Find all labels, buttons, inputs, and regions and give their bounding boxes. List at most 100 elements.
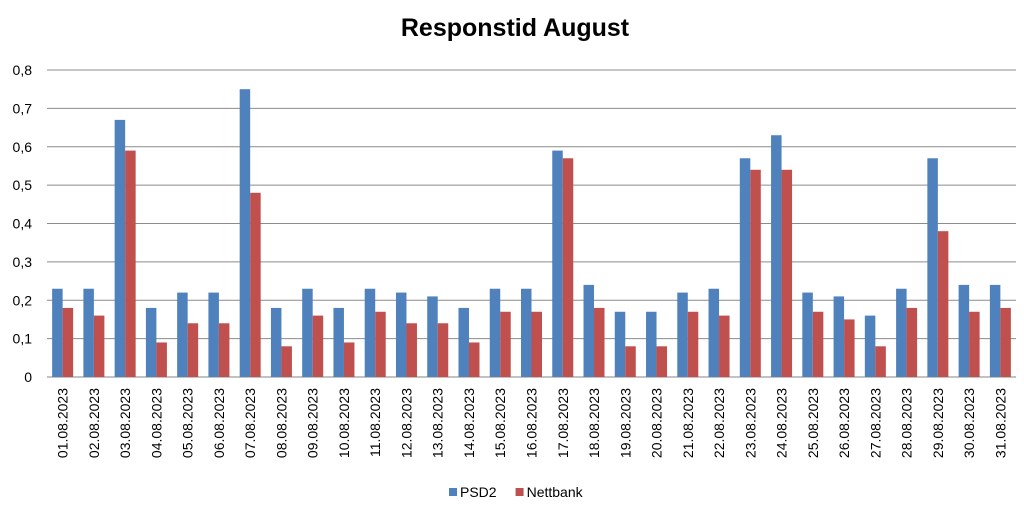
bar-psd2 <box>896 288 907 377</box>
bar-psd2 <box>489 288 501 377</box>
x-tick-label: 08.08.2023 <box>273 388 289 458</box>
bar-psd2 <box>771 135 782 377</box>
x-tick-label: 19.08.2023 <box>617 388 633 458</box>
bar-nettbank <box>406 323 417 377</box>
x-tick-label: 29.08.2023 <box>930 388 946 458</box>
x-tick-label: 28.08.2023 <box>899 388 915 458</box>
bar-psd2 <box>646 311 657 377</box>
x-tick-label: 18.08.2023 <box>586 388 602 458</box>
bar-nettbank <box>781 169 793 377</box>
bar-psd2 <box>708 288 720 377</box>
bar-psd2 <box>208 292 219 377</box>
bar-nettbank <box>969 311 980 377</box>
bar-psd2 <box>521 288 532 377</box>
bar-nettbank <box>218 323 230 377</box>
x-tick-label: 04.08.2023 <box>148 388 164 458</box>
x-tick-label: 14.08.2023 <box>461 388 477 458</box>
bar-nettbank <box>594 307 605 377</box>
bar-nettbank <box>93 315 105 377</box>
x-tick-label: 22.08.2023 <box>711 388 727 458</box>
bar-psd2 <box>270 307 282 377</box>
y-tick-label: 0 <box>24 369 32 385</box>
x-tick-label: 10.08.2023 <box>336 388 352 458</box>
bar-nettbank <box>531 311 542 377</box>
bar-psd2 <box>83 288 94 377</box>
y-tick-label: 0,4 <box>13 216 33 232</box>
x-tick-label: 12.08.2023 <box>398 388 414 458</box>
bar-psd2 <box>364 288 376 377</box>
x-tick-label: 01.08.2023 <box>55 388 71 458</box>
bar-nettbank <box>125 150 136 377</box>
x-tick-label: 30.08.2023 <box>961 388 977 458</box>
bar-nettbank <box>62 307 74 377</box>
x-tick-label: 16.08.2023 <box>524 388 540 458</box>
legend-label-nettbank: Nettbank <box>527 484 584 500</box>
y-tick-label: 0,2 <box>13 292 33 308</box>
bar-nettbank <box>844 319 855 377</box>
bar-psd2 <box>145 307 157 377</box>
bar-nettbank <box>750 169 761 377</box>
y-tick-label: 0,8 <box>13 62 33 78</box>
bar-nettbank <box>343 342 355 377</box>
x-tick-label: 02.08.2023 <box>86 388 102 458</box>
bar-psd2 <box>958 284 970 377</box>
bar-nettbank <box>1000 307 1011 377</box>
legend-swatch-nettbank <box>515 488 524 496</box>
chart-title: Responstid August <box>400 14 630 42</box>
x-tick-label: 27.08.2023 <box>867 388 883 458</box>
y-tick-label: 0,6 <box>13 139 33 155</box>
bar-nettbank <box>656 346 668 377</box>
bar-nettbank <box>625 346 636 377</box>
bar-psd2 <box>677 292 688 377</box>
bar-psd2 <box>427 296 438 377</box>
x-tick-label: 24.08.2023 <box>774 388 790 458</box>
bar-nettbank <box>281 346 292 377</box>
x-tick-label: 09.08.2023 <box>305 388 321 458</box>
x-tick-label: 26.08.2023 <box>836 388 852 458</box>
bar-nettbank <box>719 315 730 377</box>
bar-nettbank <box>156 342 167 377</box>
bar-nettbank <box>906 307 918 377</box>
bar-psd2 <box>833 296 845 377</box>
x-tick-label: 25.08.2023 <box>805 388 821 458</box>
x-tick-label: 21.08.2023 <box>680 388 696 458</box>
x-tick-label: 11.08.2023 <box>367 388 383 457</box>
bar-psd2 <box>927 158 938 377</box>
x-tick-label: 13.08.2023 <box>430 388 446 458</box>
bar-psd2 <box>395 292 407 377</box>
y-tick-label: 0,7 <box>13 100 33 116</box>
x-tick-label: 20.08.2023 <box>649 388 665 458</box>
bar-psd2 <box>614 311 626 377</box>
y-tick-label: 0,1 <box>13 331 33 347</box>
bar-psd2 <box>52 288 63 377</box>
x-tick-label: 31.08.2023 <box>992 388 1008 458</box>
bar-psd2 <box>302 288 313 377</box>
x-tick-label: 05.08.2023 <box>180 388 196 458</box>
y-tick-label: 0,3 <box>13 254 33 270</box>
bar-nettbank <box>687 311 699 377</box>
legend-label-psd2: PSD2 <box>460 484 497 500</box>
bar-psd2 <box>583 284 595 377</box>
bar-psd2 <box>114 119 126 377</box>
x-tick-label: 17.08.2023 <box>555 388 571 458</box>
bar-psd2 <box>177 292 188 377</box>
bar-nettbank <box>875 346 886 377</box>
bar-nettbank <box>812 311 824 377</box>
bar-nettbank <box>500 311 511 377</box>
bar-psd2 <box>989 284 1001 377</box>
bar-psd2 <box>552 150 563 377</box>
bar-nettbank <box>375 311 386 377</box>
x-tick-label: 06.08.2023 <box>211 388 227 458</box>
bar-psd2 <box>864 315 876 377</box>
x-tick-label: 15.08.2023 <box>492 388 508 458</box>
bar-psd2 <box>458 307 469 377</box>
bar-psd2 <box>802 292 813 377</box>
bar-psd2 <box>739 158 751 377</box>
bar-nettbank <box>562 158 574 377</box>
x-tick-label: 03.08.2023 <box>117 388 133 458</box>
bar-nettbank <box>312 315 324 377</box>
bar-nettbank <box>468 342 480 377</box>
bar-nettbank <box>437 323 449 377</box>
